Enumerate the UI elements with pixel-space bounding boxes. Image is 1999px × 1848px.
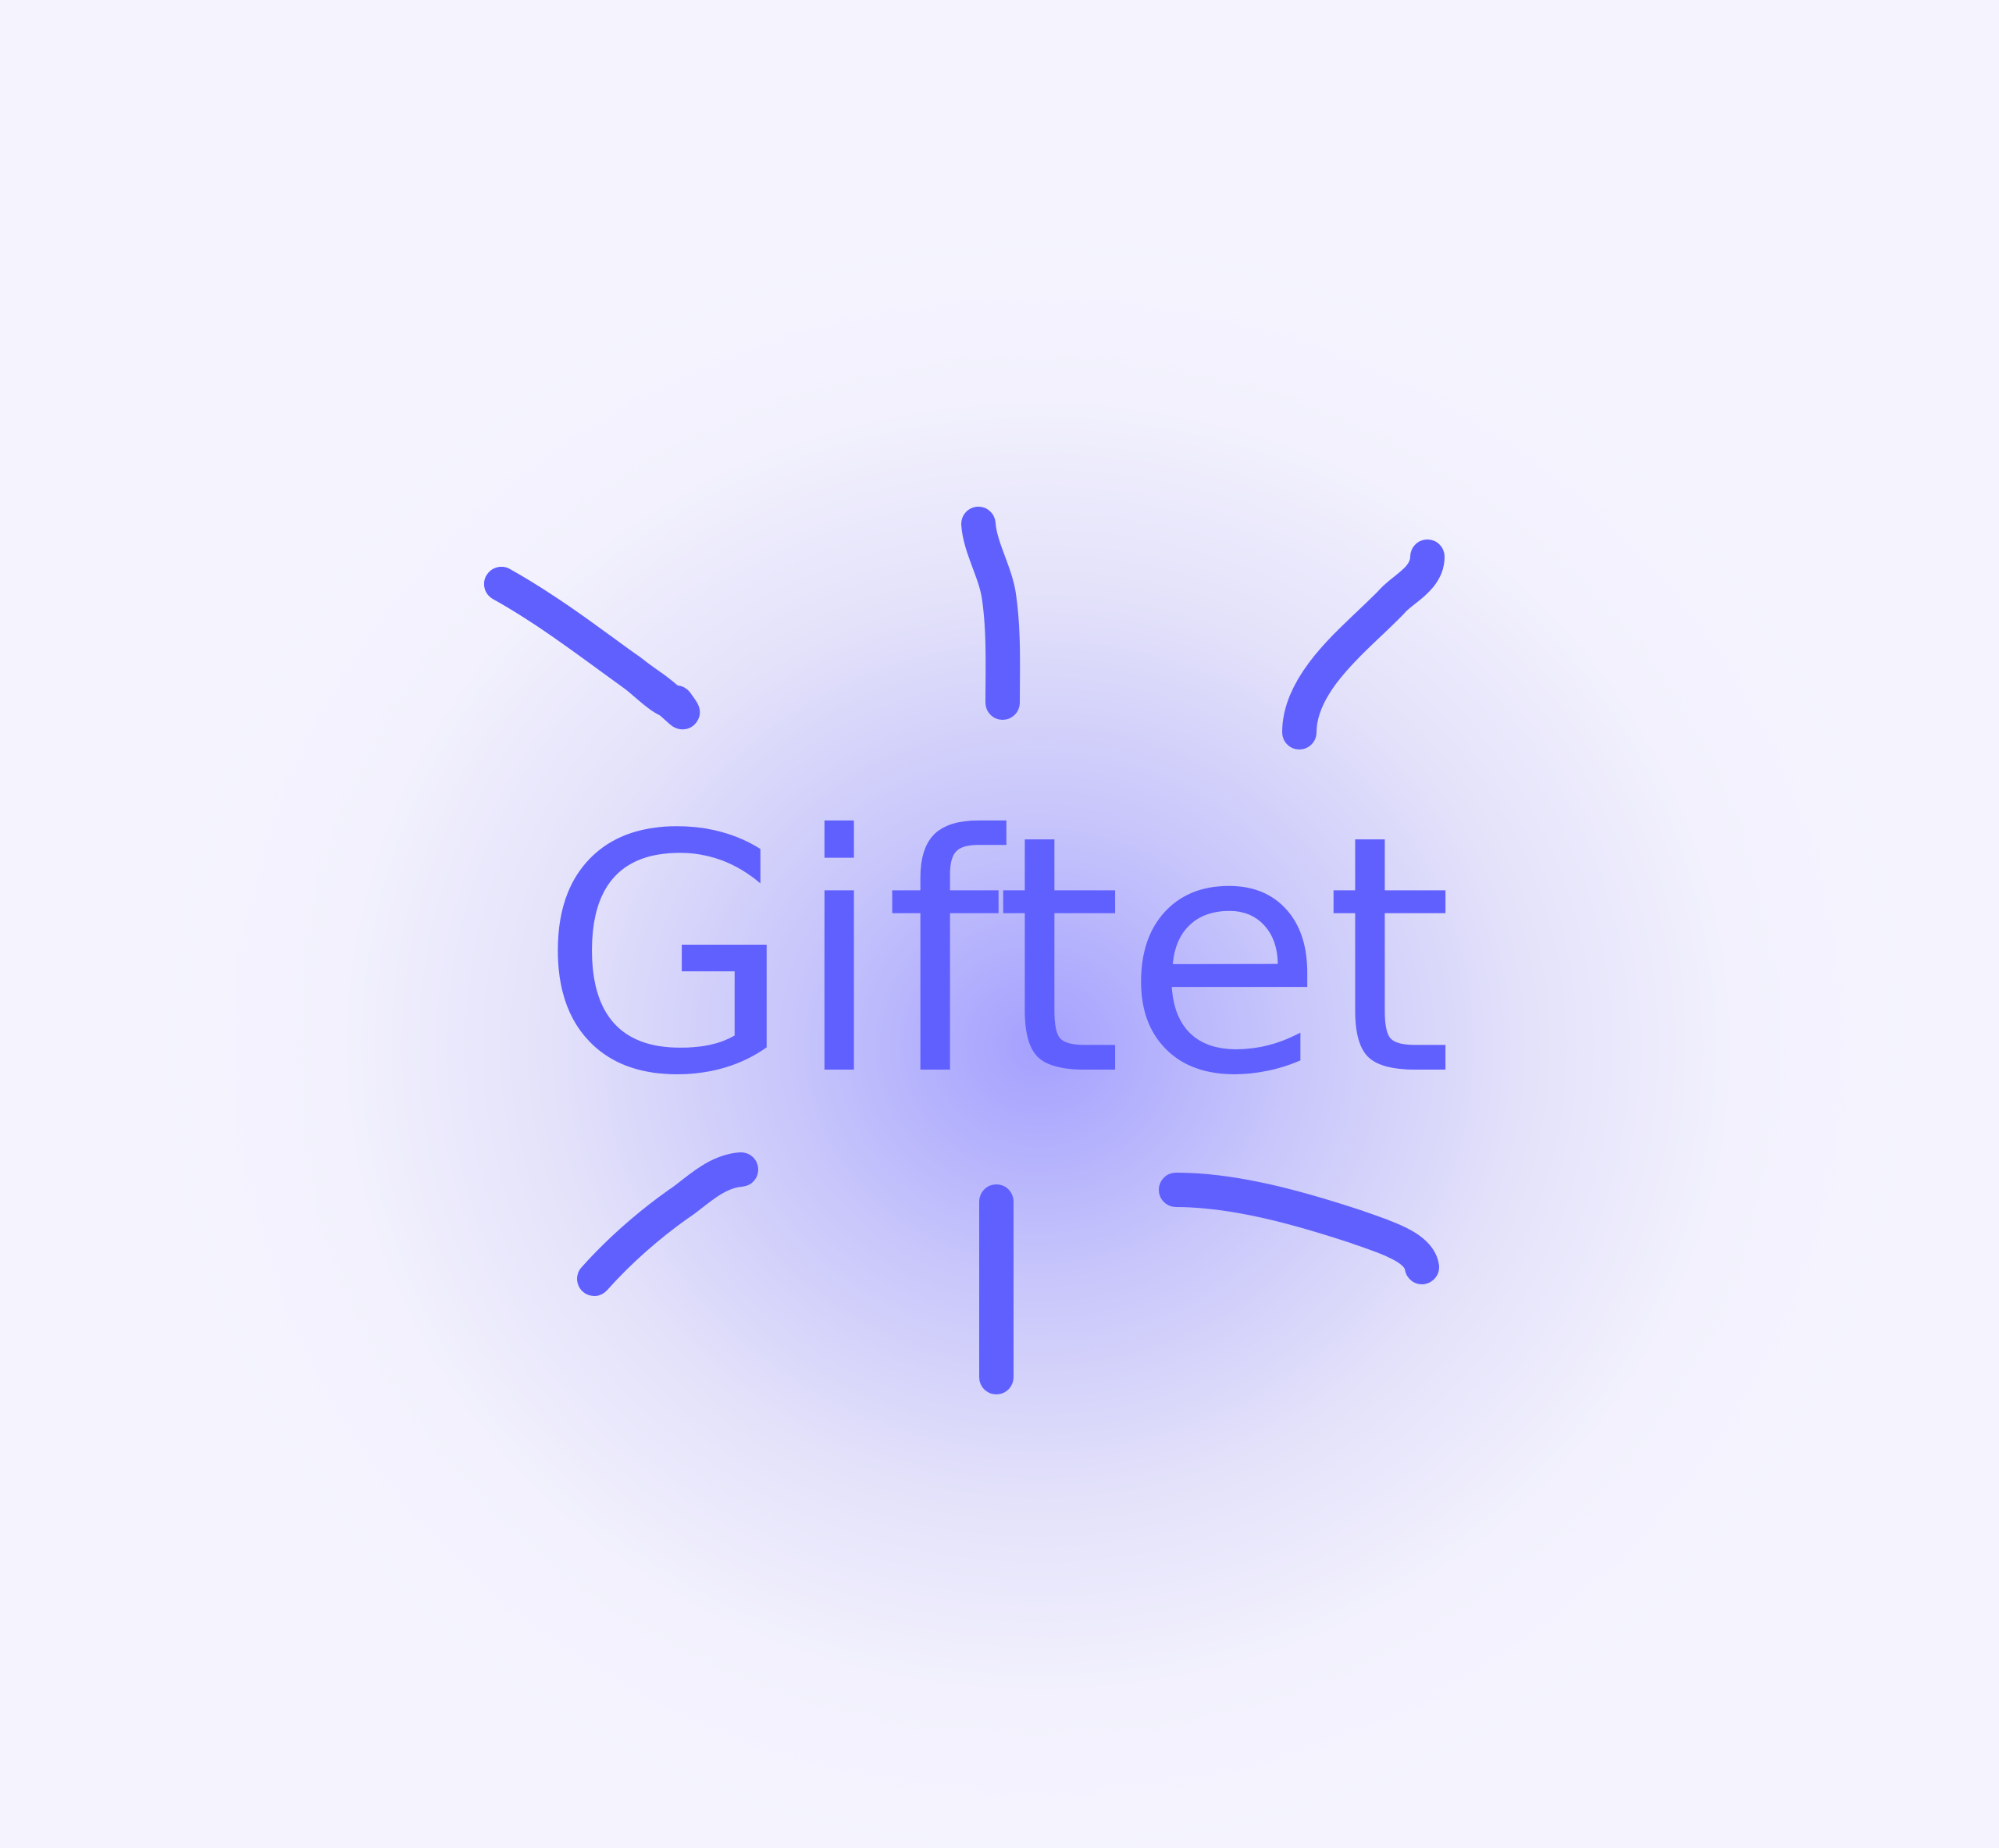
ray-top-left-tail	[484, 567, 693, 720]
ray-top-right	[1282, 539, 1445, 750]
ray-top-center	[961, 507, 1021, 720]
wordmark-text: Giftet	[540, 766, 1453, 1148]
sparkle-burst-icon	[484, 507, 1445, 1394]
ray-bottom-right	[1159, 1173, 1439, 1284]
ray-bottom-left	[577, 1152, 758, 1296]
